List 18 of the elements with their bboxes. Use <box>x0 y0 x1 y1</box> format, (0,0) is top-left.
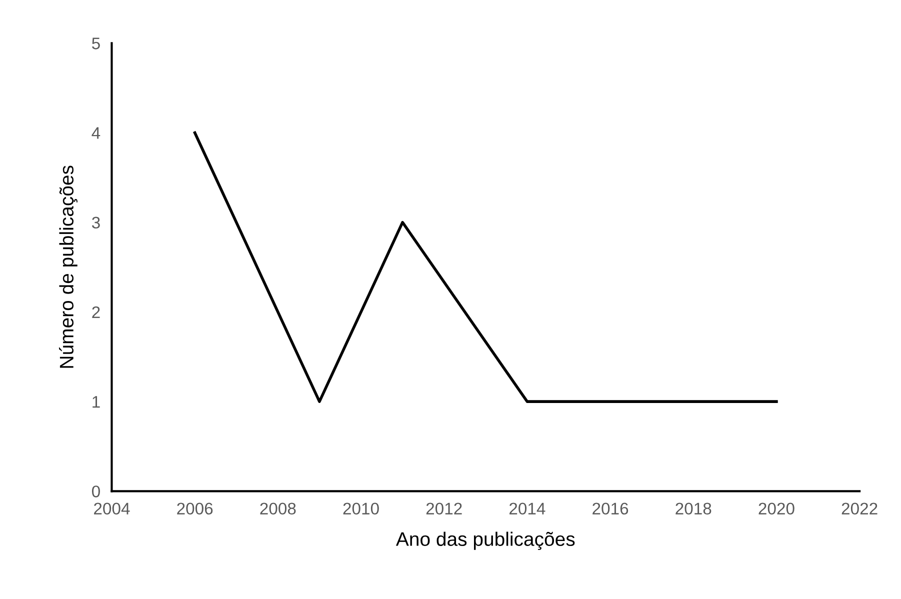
x-tick-label: 2022 <box>842 502 878 515</box>
y-tick-label: 0 <box>92 486 100 498</box>
x-tick-label: 2006 <box>177 502 213 515</box>
y-tick-label: 5 <box>92 38 100 50</box>
x-tick-label: 2008 <box>260 502 296 515</box>
y-tick-label: 1 <box>92 396 100 408</box>
x-tick-label: 2016 <box>592 502 628 515</box>
x-tick-label: 2018 <box>676 502 712 515</box>
x-tick-label: 2010 <box>343 502 379 515</box>
y-tick-label: 2 <box>92 306 100 318</box>
y-tick-label: 3 <box>92 216 100 229</box>
x-tick-label: 2020 <box>758 502 794 515</box>
x-tick-label: 2014 <box>509 502 546 515</box>
x-tick-label: 2012 <box>426 502 462 515</box>
x-tick-label: 2004 <box>94 502 130 515</box>
y-axis-title: Número de publicações <box>59 166 78 368</box>
x-axis-title: Ano das publicações <box>396 532 575 550</box>
y-tick-label: 4 <box>92 127 100 139</box>
